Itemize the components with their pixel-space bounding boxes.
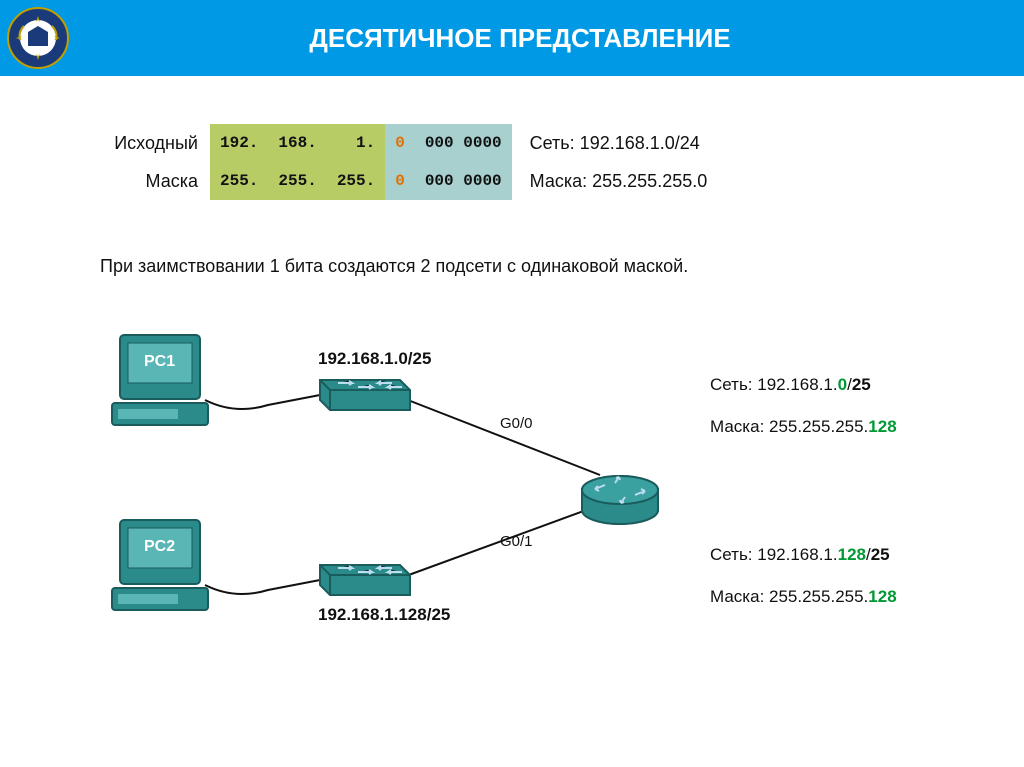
cell-border: 0 [385,124,415,162]
row1-label: Исходный [90,124,198,162]
network-diagram: PC1 PC2 192.168.1.0/25 192.168.1.128/25 … [0,285,1024,705]
mask1-prefix: Маска: 255.255.255. [710,417,868,436]
border-bit: 0 [395,172,405,190]
mask1-line: Маска: 255.255.255.128 [710,417,897,437]
net2-val: 128 [838,545,866,564]
cell-host: 000 0000 [415,124,512,162]
router-icon [582,476,658,524]
cell-host: 000 0000 [415,162,512,200]
net2-line: Сеть: 192.168.1.128/25 [710,545,890,565]
row-labels: Исходный Маска [90,124,210,200]
cell-border: 0 [385,162,415,200]
net1-prefix: Сеть: 192.168.1. [710,375,838,394]
border-bit: 0 [395,134,405,152]
octet-table-area: Исходный Маска 192. 168. 1. 0 000 0000 2… [90,124,1024,200]
mask2-line: Маска: 255.255.255.128 [710,587,897,607]
cell-o2: 255. [268,162,326,200]
net1-val: 0 [838,375,847,394]
mask1-val: 128 [868,417,896,436]
cell-o3: 255. [327,162,385,200]
pc1-label: PC1 [144,353,175,371]
switch2-label: 192.168.1.128/25 [318,605,450,625]
content-area: Исходный Маска 192. 168. 1. 0 000 0000 2… [0,76,1024,705]
net1-mask: 25 [852,375,871,394]
mask2-prefix: Маска: 255.255.255. [710,587,868,606]
page-title: ДЕСЯТИЧНОЕ ПРЕДСТАВЛЕНИЕ [86,23,1024,54]
table-row: 192. 168. 1. 0 000 0000 [210,124,512,162]
caption-text: При заимствовании 1 бита создаются 2 под… [100,256,1024,277]
cell-o2: 168. [268,124,326,162]
net1-line: Сеть: 192.168.1.0/25 [710,375,871,395]
header-bar: ДЕСЯТИЧНОЕ ПРЕДСТАВЛЕНИЕ [0,0,1024,76]
pc2-icon [112,520,208,610]
switch1-icon [320,380,410,410]
pc1-icon [112,335,208,425]
switch1-label: 192.168.1.0/25 [318,349,431,369]
cell-o3: 1. [327,124,385,162]
cell-o1: 192. [210,124,268,162]
switch2-icon [320,565,410,595]
diagram-svg [0,285,1024,705]
mask2-val: 128 [868,587,896,606]
right-info: Сеть: 192.168.1.0/24 Маска: 255.255.255.… [530,124,708,200]
emblem-icon [6,6,70,70]
g01-label: G0/1 [500,533,533,550]
router-label: R1 [611,459,630,476]
g00-label: G0/0 [500,415,533,432]
cell-o1: 255. [210,162,268,200]
octet-table: 192. 168. 1. 0 000 0000 255. 255. 255. 0… [210,124,512,200]
net2-prefix: Сеть: 192.168.1. [710,545,838,564]
mask-label: Маска: 255.255.255.0 [530,162,708,200]
pc2-label: PC2 [144,538,175,556]
table-row: 255. 255. 255. 0 000 0000 [210,162,512,200]
net-label: Сеть: 192.168.1.0/24 [530,124,708,162]
row2-label: Маска [90,162,198,200]
net2-mask: 25 [871,545,890,564]
